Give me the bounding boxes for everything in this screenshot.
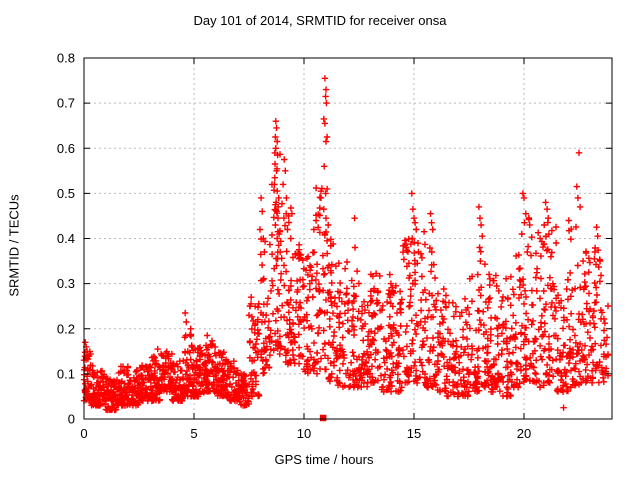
x-tick-label-5: 5: [190, 426, 197, 441]
y-tick-label-0.4: 0.4: [57, 231, 75, 246]
y-tick-label-0.5: 0.5: [57, 186, 75, 201]
scatter-points: [80, 75, 612, 414]
x-tick-label-0: 0: [80, 426, 87, 441]
y-tick-label-0.7: 0.7: [57, 96, 75, 111]
chart-title: Day 101 of 2014, SRMTID for receiver ons…: [193, 13, 447, 28]
y-tick-label-0.1: 0.1: [57, 366, 75, 381]
y-tick-label-0.6: 0.6: [57, 141, 75, 156]
y-axis-label: SRMTID / TECUs: [6, 194, 22, 297]
plot-border: [83, 57, 613, 420]
axis-square-marker: [319, 414, 327, 422]
y-tick-label-0.8: 0.8: [57, 51, 75, 66]
x-tick-label-10: 10: [297, 426, 311, 441]
x-axis-label: GPS time / hours: [274, 452, 374, 467]
x-tick-label-20: 20: [517, 426, 531, 441]
y-tick-label-0.3: 0.3: [57, 276, 75, 291]
y-tick-label-0: 0: [68, 412, 75, 427]
y-tick-label-0.2: 0.2: [57, 321, 75, 336]
x-tick-label-15: 15: [407, 426, 421, 441]
